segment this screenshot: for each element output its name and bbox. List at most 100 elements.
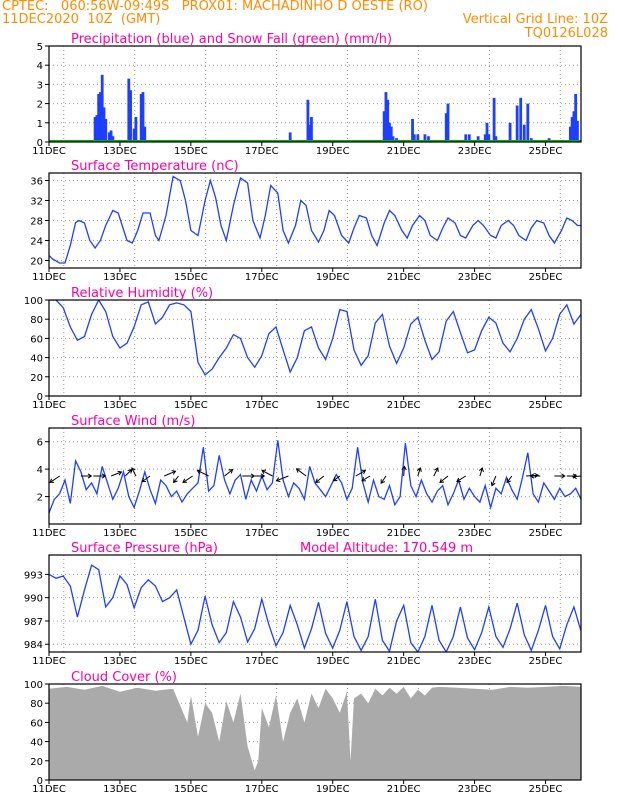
x-tick-label: 25DEC [529, 272, 563, 283]
panel-annotation: Model Altitude: 170.549 m [300, 541, 473, 556]
precip-bar [574, 94, 578, 142]
x-tick-label: 25DEC [529, 400, 563, 411]
wind-arrowhead [141, 477, 147, 483]
x-tick-label: 19DEC [316, 272, 350, 283]
wind-arrow [380, 475, 387, 484]
wind-arrowhead [196, 469, 202, 475]
wind-arrowhead [173, 478, 178, 484]
precip-bar [411, 118, 414, 142]
precip-bar [143, 126, 147, 142]
panel-frame [48, 299, 582, 397]
precip-bar [446, 103, 450, 142]
x-tick-label: 21DEC [387, 656, 421, 667]
y-tick-label: 987 [24, 617, 43, 628]
x-tick-label: 15DEC [174, 272, 208, 283]
panel-frame [48, 554, 582, 653]
precip-bar [515, 105, 519, 142]
wind-arrow [296, 468, 307, 477]
wind-arrow [197, 469, 209, 477]
wind-arrowhead [87, 473, 93, 479]
wind-arrowhead [401, 465, 407, 471]
precip-bar [423, 134, 427, 142]
wind-arrow [572, 475, 582, 478]
wind-arrow [224, 469, 233, 477]
precip-bar [388, 122, 391, 142]
y-tick-label: 3 [37, 80, 43, 91]
x-tick-label: 13DEC [103, 656, 137, 667]
wind-arrow [173, 475, 179, 483]
precip-bar [97, 94, 101, 142]
x-tick-label: 11DEC [32, 784, 66, 795]
y-tick-label: 40 [30, 354, 43, 365]
wind-arrow [403, 466, 405, 477]
panel-title: Relative Humidity (%) [71, 286, 213, 301]
x-tick-label: 13DEC [103, 528, 137, 539]
y-tick-label: 6 [37, 438, 43, 449]
panel-frame [48, 172, 582, 269]
precip-bar [522, 124, 526, 142]
panel-title: Surface Pressure (hPa) [71, 541, 218, 556]
precip-bar [483, 134, 487, 142]
y-tick-label: 5 [37, 42, 43, 53]
wind-arrow [333, 475, 341, 482]
x-tick-label: 25DEC [529, 146, 563, 157]
y-tick-label: 0 [37, 138, 43, 149]
y-tick-label: 1 [37, 119, 43, 130]
precip-bar [382, 111, 386, 142]
panel-frame [48, 45, 582, 143]
wind-arrowhead [361, 477, 366, 482]
y-tick-label: 80 [30, 699, 43, 710]
series-line [49, 300, 581, 376]
precip-bar [95, 115, 99, 142]
precip-bar [109, 130, 113, 142]
wind-arrow [315, 475, 325, 483]
y-tick-label: 100 [24, 296, 43, 307]
y-tick-label: 993 [24, 570, 43, 581]
precip-bar [127, 78, 131, 142]
wind-arrowhead [171, 470, 177, 475]
precip-bar [107, 132, 111, 142]
y-tick-label: 4 [37, 61, 43, 72]
panel-title: Precipitation (blue) and Snow Fall (gree… [71, 32, 392, 47]
cloud-cover-area [49, 685, 581, 780]
precip-bar [141, 92, 145, 142]
x-tick-label: 21DEC [387, 784, 421, 795]
x-tick-label: 17DEC [245, 656, 279, 667]
x-tick-label: 15DEC [174, 146, 208, 157]
y-tick-label: 20 [30, 257, 43, 268]
wind-arrowhead [434, 467, 439, 473]
wind-arrowhead [490, 481, 496, 487]
precip-bar [416, 134, 420, 142]
precip-bar [308, 124, 312, 142]
wind-arrow [433, 467, 439, 477]
x-tick-label: 19DEC [316, 400, 350, 411]
precip-bar [389, 126, 393, 142]
panel-title: Cloud Cover (%) [71, 670, 177, 685]
y-tick-label: 32 [30, 197, 43, 208]
wind-arrowhead [228, 469, 234, 474]
header-model-id: TQ0126L028 [524, 26, 608, 41]
precip-bar [391, 136, 395, 142]
x-tick-label: 17DEC [245, 784, 279, 795]
precip-bar [288, 132, 292, 142]
precip-bar [384, 92, 388, 142]
precip-bar [487, 134, 491, 142]
wind-arrowhead [261, 469, 267, 475]
series-line [49, 175, 581, 264]
wind-arrow [110, 471, 122, 477]
wind-arrow [417, 467, 421, 477]
x-tick-label: 13DEC [103, 784, 137, 795]
wind-arrow [355, 469, 366, 477]
wind-arrowhead [117, 470, 123, 476]
precip-bar [104, 118, 108, 142]
wind-arrowhead [561, 473, 566, 479]
precip-bar [476, 136, 480, 142]
x-tick-label: 25DEC [529, 656, 563, 667]
x-tick-label: 21DEC [387, 400, 421, 411]
precip-bar [412, 134, 416, 142]
x-tick-label: 15DEC [174, 528, 208, 539]
precip-bar [102, 107, 106, 142]
wind-arrow [164, 470, 176, 477]
x-tick-label: 15DEC [174, 400, 208, 411]
wind-arrowhead [275, 477, 281, 483]
